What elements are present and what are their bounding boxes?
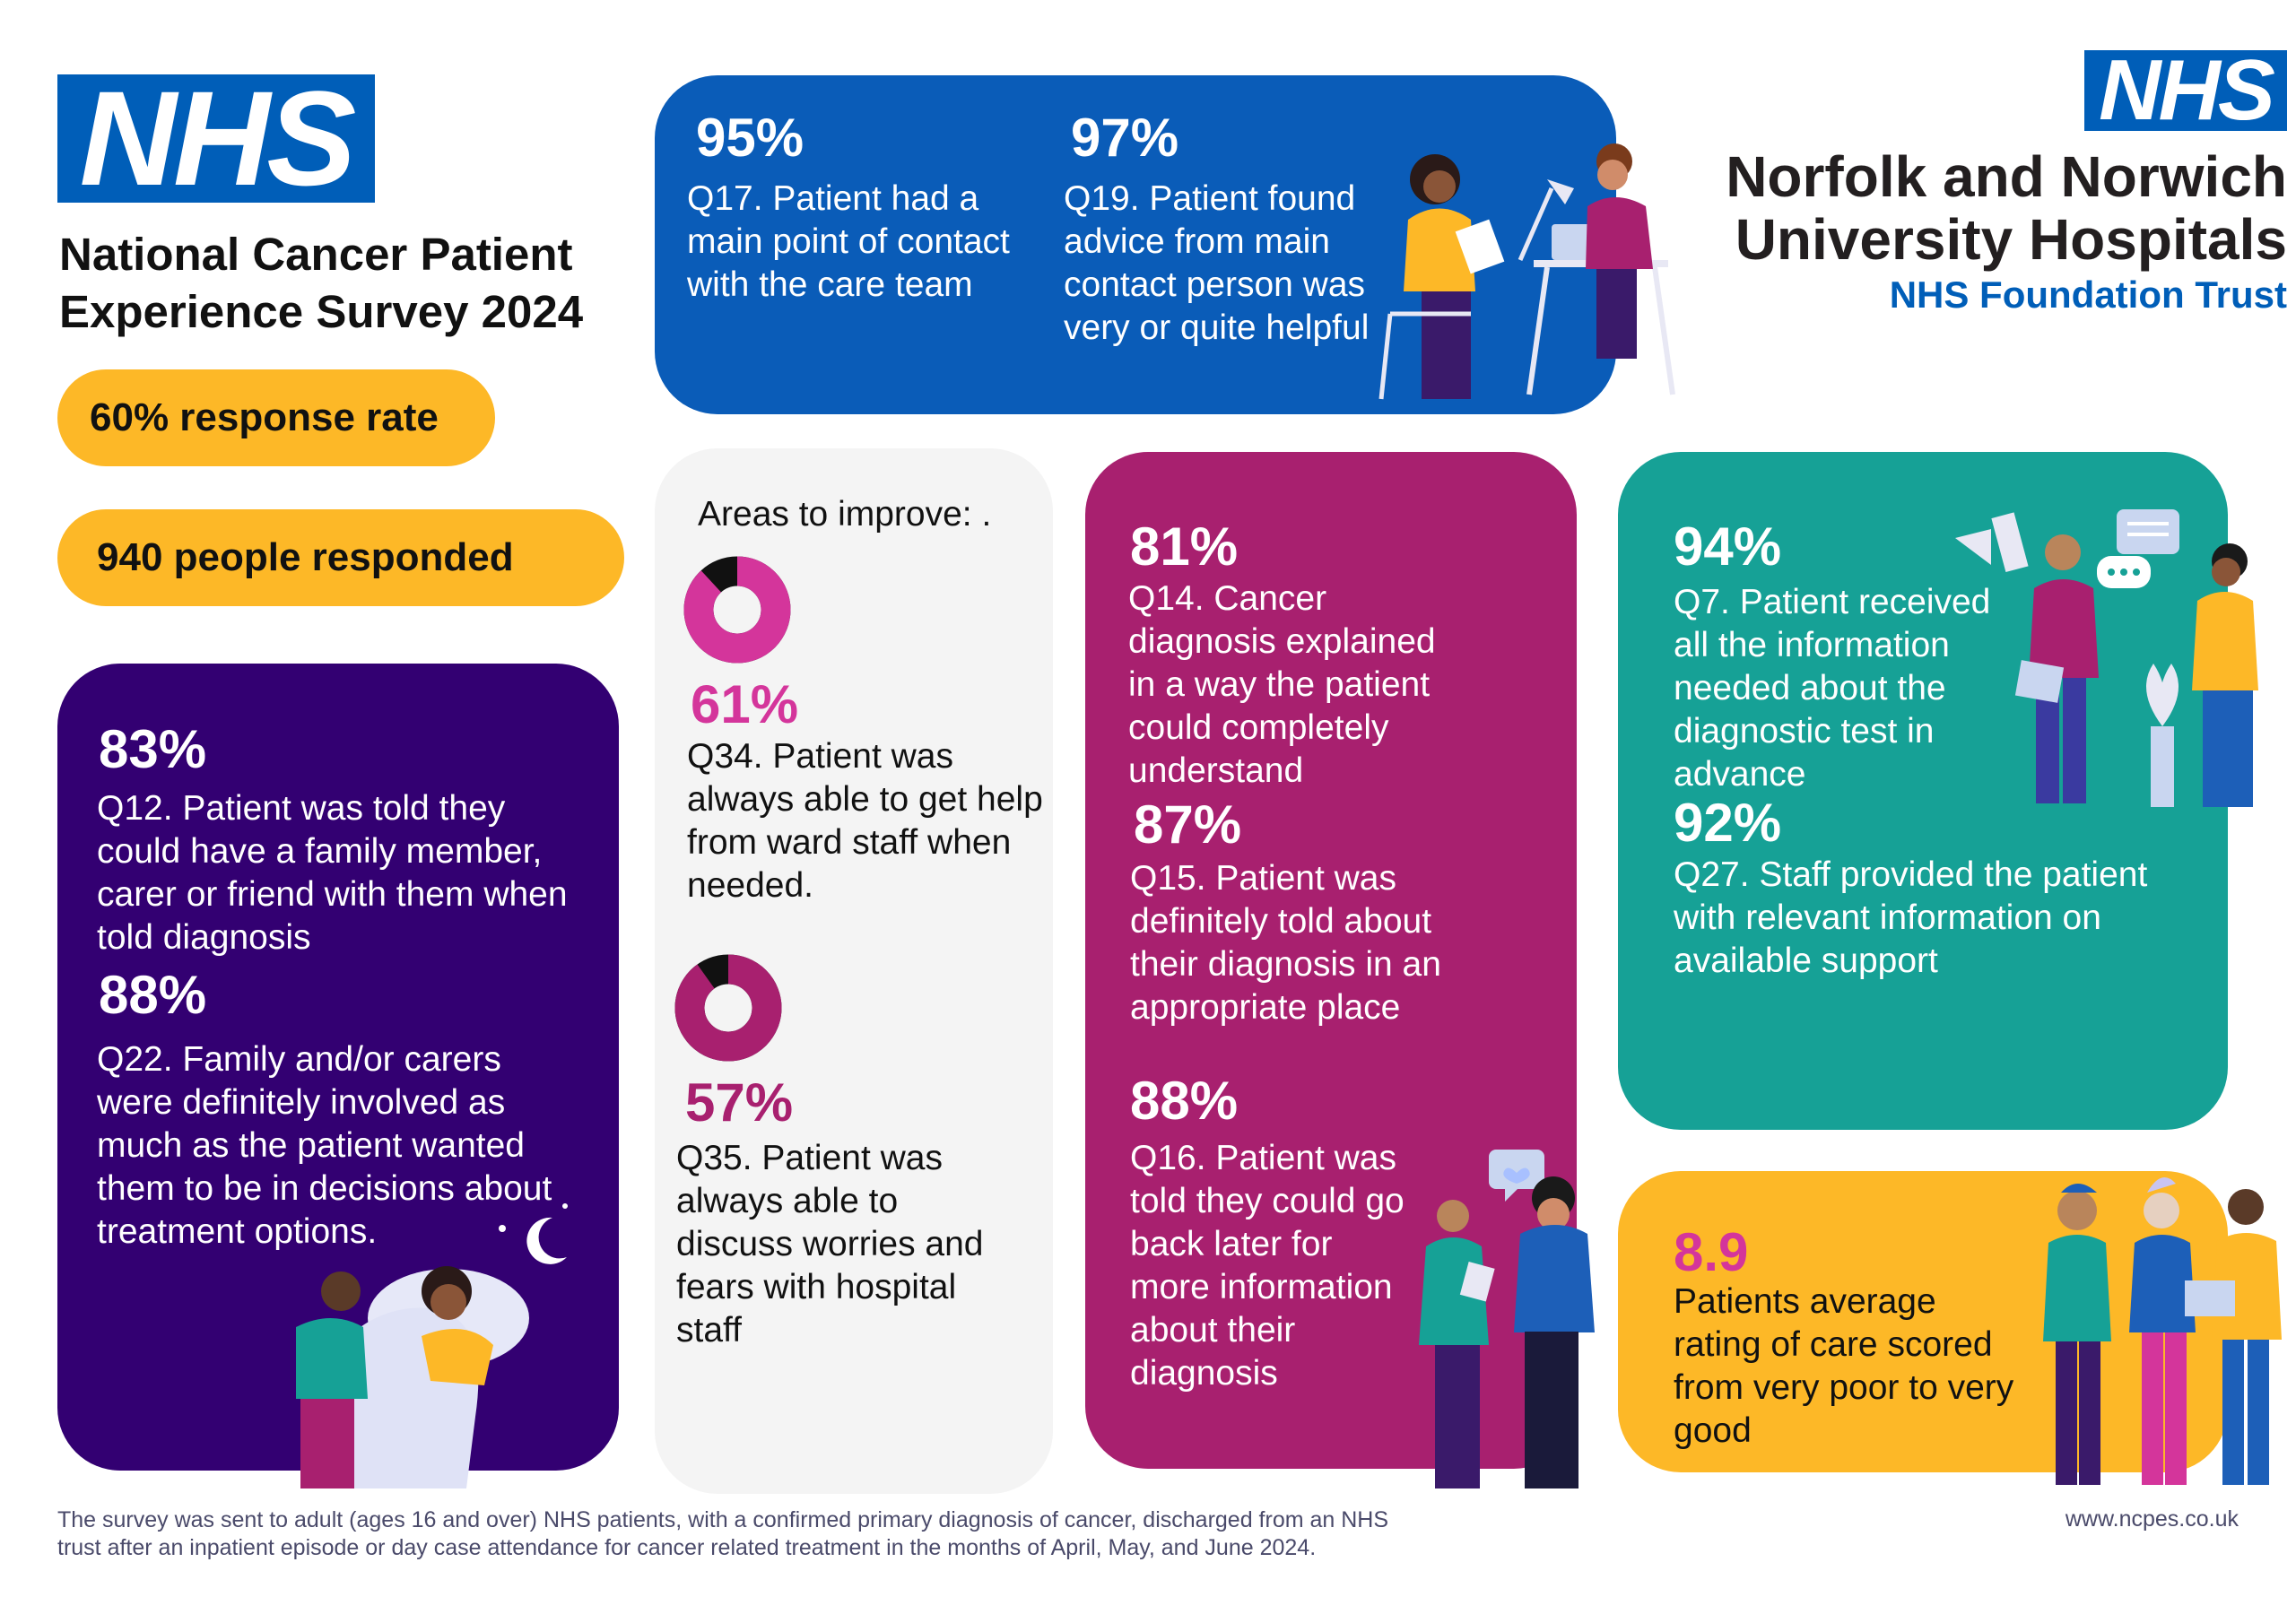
group-illustration <box>2043 1176 2282 1485</box>
website-link[interactable]: www.ncpes.co.uk <box>2065 1506 2239 1532</box>
q12-text: Q12. Patient was told they could have a … <box>97 789 568 957</box>
trust-nhs-logo: NHS <box>2084 42 2287 138</box>
q7-text: Q7. Patient received all the information… <box>1674 583 1991 794</box>
diagnosis-panel: 81% Q14. Cancer diagnosis explained in a… <box>1085 452 1577 1469</box>
q7-percent: 94% <box>1674 516 1782 577</box>
q35-donut <box>674 954 782 1062</box>
rating-score: 8.9 <box>1674 1222 1749 1282</box>
q16-percent: 88% <box>1130 1071 1239 1131</box>
page-title-line1: National Cancer Patient <box>59 229 573 280</box>
bedside-illustration <box>296 1203 568 1488</box>
improve-heading: Areas to improve: . <box>698 495 992 534</box>
page-title: National Cancer Patient Experience Surve… <box>59 226 583 341</box>
q22-percent: 88% <box>99 965 207 1025</box>
areas-to-improve-panel: Areas to improve: . 61% Q34. Patient was… <box>655 448 1053 1494</box>
q14-text: Q14. Cancer diagnosis explained in a way… <box>1128 579 1436 790</box>
consultation-illustration <box>1378 143 1675 400</box>
trust-name-line3: NHS Foundation Trust <box>1889 273 2287 316</box>
q17-text: Q17. Patient had a main point of contact… <box>687 179 1010 304</box>
conversation-illustration <box>1419 1150 1595 1488</box>
survey-footnote: The survey was sent to adult (ages 16 an… <box>57 1507 1389 1560</box>
q17-percent: 95% <box>696 108 804 168</box>
q16-text: Q16. Patient was told they could go back… <box>1130 1139 1405 1393</box>
rating-text: Patients average rating of care scored f… <box>1674 1282 2014 1450</box>
q14-percent: 81% <box>1130 516 1239 577</box>
care-rating-panel: 8.9 Patients average rating of care scor… <box>1618 1171 2228 1472</box>
q27-text: Q27. Staff provided the patient with rel… <box>1674 855 2148 980</box>
q19-text: Q19. Patient found advice from main cont… <box>1064 179 1370 347</box>
response-rate-badge: 60% response rate <box>57 369 495 466</box>
nhs-logo-text: NHS <box>79 63 357 213</box>
q35-text: Q35. Patient was always able to discuss … <box>676 1139 984 1350</box>
q19-percent: 97% <box>1071 108 1179 168</box>
q34-text: Q34. Patient was always able to get help… <box>687 737 1043 905</box>
q22-text: Q22. Family and/or carers were definitel… <box>97 1040 552 1251</box>
q15-percent: 87% <box>1134 794 1242 855</box>
handshake-illustration <box>1955 509 2258 807</box>
q34-percent: 61% <box>691 674 799 734</box>
trust-name-line1: Norfolk and Norwich <box>1726 144 2287 209</box>
responded-badge: 940 people responded <box>57 509 624 606</box>
q15-text: Q15. Patient was definitely told about t… <box>1130 859 1441 1027</box>
q12-percent: 83% <box>99 719 207 779</box>
q27-percent: 92% <box>1674 793 1782 853</box>
trust-name-line2: University Hospitals <box>1735 207 2287 272</box>
page-title-line2: Experience Survey 2024 <box>59 286 584 337</box>
q34-donut <box>683 556 791 664</box>
trust-name: Norfolk and Norwich University Hospitals… <box>1726 145 2287 319</box>
q35-percent: 57% <box>685 1072 794 1133</box>
nhs-logo: NHS <box>57 63 375 213</box>
